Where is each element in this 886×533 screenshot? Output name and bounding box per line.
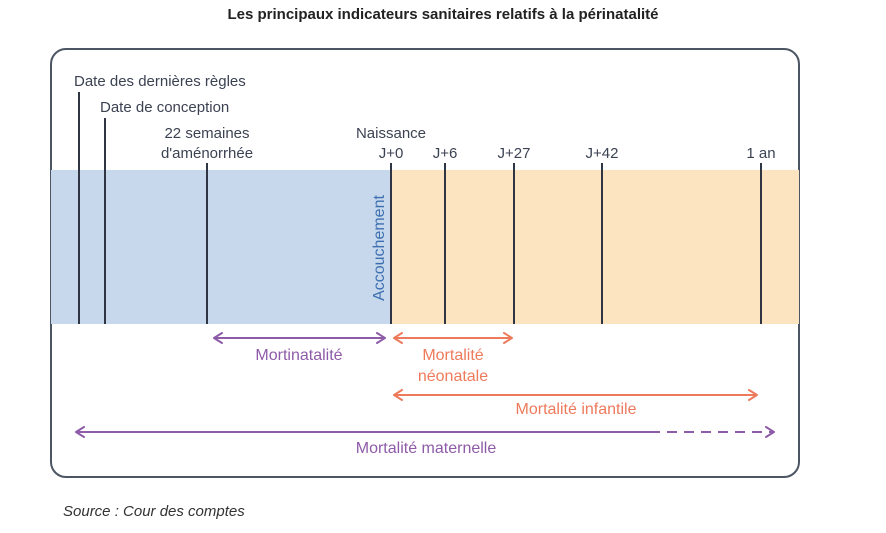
j6-label: J+6 [433, 145, 458, 162]
weeks-22-label-line1: 22 semaines [164, 125, 249, 142]
conception-label: Date de conception [100, 99, 229, 116]
source-note: Source : Cour des comptes [63, 503, 245, 520]
mortinatalite-label: Mortinatalité [255, 347, 342, 364]
infantile-label: Mortalité infantile [516, 401, 637, 418]
neonatale-label-line2: néonatale [418, 368, 488, 385]
delivery-label: Accouchement [371, 195, 388, 301]
one-year-label: 1 an [746, 145, 775, 162]
birth-label: Naissance [356, 125, 426, 142]
weeks-22-label-line2: d'aménorrhée [161, 145, 253, 162]
j42-label: J+42 [586, 145, 619, 162]
maternelle-label: Mortalité maternelle [356, 440, 497, 457]
page-title: Les principaux indicateurs sanitaires re… [227, 6, 659, 23]
j0-label: J+0 [379, 145, 404, 162]
neonatale-label-line1: Mortalité [422, 347, 483, 364]
j27-label: J+27 [498, 145, 531, 162]
last-period-label: Date des dernières règles [74, 73, 246, 90]
pregnancy-band [51, 170, 391, 324]
postnatal-band [391, 170, 799, 324]
